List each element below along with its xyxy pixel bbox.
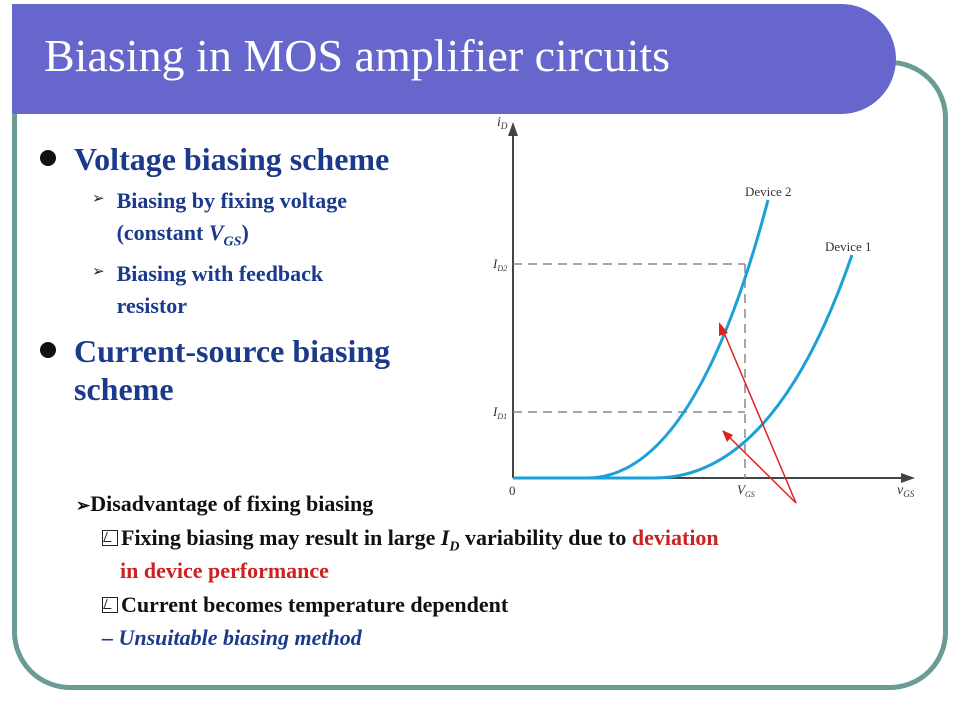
id-variable: I bbox=[440, 525, 450, 550]
bullet-current-source-line1: Current-source biasing bbox=[74, 333, 391, 369]
sub-bullet-feedback-line2: resistor bbox=[116, 293, 188, 318]
arrow-bullet-icon: ➢ bbox=[76, 496, 91, 515]
red-arrowhead bbox=[719, 322, 728, 336]
sub-bullet-feedback-resistor: ➢ Biasing with feedback resistor bbox=[92, 258, 323, 322]
id-vgs-graph: iD vGS 0 Device 2 Device 1 ID2 ID1 VGS bbox=[492, 115, 915, 504]
vgs-subscript: GS bbox=[223, 234, 242, 250]
checkbox-bullet-icon bbox=[102, 530, 118, 546]
arrow-bullet-icon: ➢ bbox=[92, 191, 105, 207]
checkbox-bullet-icon bbox=[102, 597, 118, 613]
sub-bullet-fixing-voltage: ➢ Biasing by fixing voltage (constant VG… bbox=[92, 185, 347, 258]
red-arrow-line bbox=[721, 327, 797, 504]
bullet-current-source: Current-source biasing scheme bbox=[40, 332, 390, 408]
red-arrow-line bbox=[726, 434, 797, 504]
bullet-voltage-biasing-text: Voltage biasing scheme bbox=[74, 141, 390, 177]
sub-bullet-fixing-voltage-line2-post: ) bbox=[241, 220, 249, 245]
id-subscript: D bbox=[449, 539, 460, 555]
title-bar: Biasing in MOS amplifier circuits bbox=[12, 4, 896, 114]
sub-bullet-fixing-voltage-line1: Biasing by fixing voltage bbox=[116, 188, 347, 213]
x-axis-arrowhead bbox=[901, 473, 915, 483]
disadvantage-point-temperature: Current becomes temperature dependent bbox=[102, 592, 508, 618]
bullet-current-source-line2: scheme bbox=[74, 371, 174, 407]
arrow-bullet-icon: ➢ bbox=[92, 264, 105, 280]
red-arrowhead bbox=[722, 430, 733, 442]
slide-title: Biasing in MOS amplifier circuits bbox=[44, 30, 671, 81]
device2-label: Device 2 bbox=[745, 184, 792, 199]
id1-label: ID1 bbox=[492, 404, 507, 421]
conclusion-text: – Unsuitable biasing method bbox=[102, 625, 362, 650]
bullet-dot-icon bbox=[40, 342, 56, 358]
origin-label: 0 bbox=[509, 483, 516, 498]
vgs-label: VGS bbox=[737, 482, 755, 499]
curve-device-2 bbox=[513, 199, 770, 480]
disadvantage-point-variability: Fixing biasing may result in large ID va… bbox=[102, 525, 719, 555]
device1-label: Device 1 bbox=[825, 239, 872, 254]
sub-bullet-feedback-line1: Biasing with feedback bbox=[116, 261, 324, 286]
id2-label: ID2 bbox=[492, 256, 507, 273]
bullet-voltage-biasing: Voltage biasing scheme bbox=[40, 140, 389, 178]
disadvantage-heading: ➢Disadvantage of fixing biasing bbox=[76, 491, 374, 516]
deviation-highlight: deviation bbox=[631, 525, 719, 550]
y-axis-arrowhead bbox=[508, 122, 518, 136]
x-axis-label: vGS bbox=[897, 483, 915, 499]
bullet-dot-icon bbox=[40, 150, 56, 166]
y-axis-label: iD bbox=[497, 115, 508, 131]
curve-device-1 bbox=[513, 254, 854, 480]
vgs-variable: V bbox=[208, 220, 224, 245]
sub-bullet-fixing-voltage-line2-pre: (constant bbox=[116, 220, 209, 245]
deviation-highlight-line2: in device performance bbox=[120, 558, 329, 583]
slide-frame bbox=[12, 60, 948, 690]
